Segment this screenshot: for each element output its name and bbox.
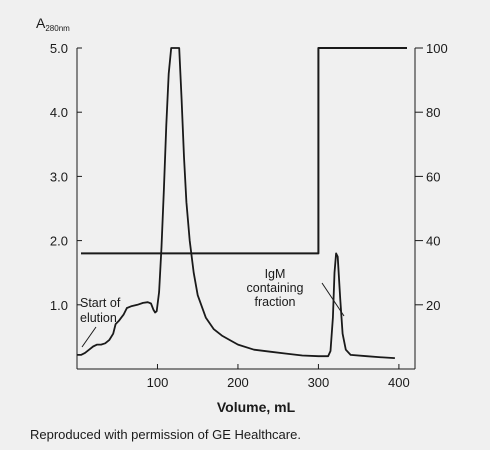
credit-text: Reproduced with permission of GE Healthc… — [30, 427, 301, 442]
y-axis-label: A280nm — [36, 15, 70, 33]
annotation-arrow — [81, 326, 97, 348]
y-right-tick-label: 80 — [426, 105, 440, 120]
y-left-tick-label: 2.0 — [50, 234, 68, 249]
y-left-tick-label: 1.0 — [50, 298, 68, 313]
axes — [76, 48, 416, 370]
y-right-tick-label: 20 — [426, 298, 440, 313]
absorbance-trace — [77, 47, 395, 359]
ticks: 100 200 300 400 1.0 2.0 3.0 4.0 5.0 20 40 60 80 100 — [50, 41, 448, 390]
chromatogram-chart: 100 200 300 400 1.0 2.0 3.0 4.0 5.0 20 40 60 80 100 A… — [36, 15, 448, 415]
gradient-line — [81, 47, 407, 255]
labels: A280nm Volume, mL — [36, 15, 296, 415]
y-left-tick-label: 3.0 — [50, 169, 68, 184]
x-tick-label: 200 — [227, 375, 249, 390]
annotations: Start of elution IgM containing fraction — [80, 267, 345, 348]
x-tick-label: 100 — [147, 375, 169, 390]
y-right-tick-label: 100 — [426, 41, 448, 56]
annotation-arrow — [321, 282, 345, 317]
series — [77, 47, 407, 359]
y-right-tick-label: 60 — [426, 169, 440, 184]
y-left-tick-label: 4.0 — [50, 105, 68, 120]
annotation-start-of-elution: Start of elution — [80, 296, 121, 325]
x-tick-label: 400 — [388, 375, 410, 390]
y-right-tick-label: 40 — [426, 234, 440, 249]
y-left-tick-label: 5.0 — [50, 41, 68, 56]
x-tick-label: 300 — [308, 375, 330, 390]
annotation-igm-fraction: IgM containing fraction — [247, 267, 304, 309]
x-axis-label: Volume, mL — [217, 399, 296, 415]
